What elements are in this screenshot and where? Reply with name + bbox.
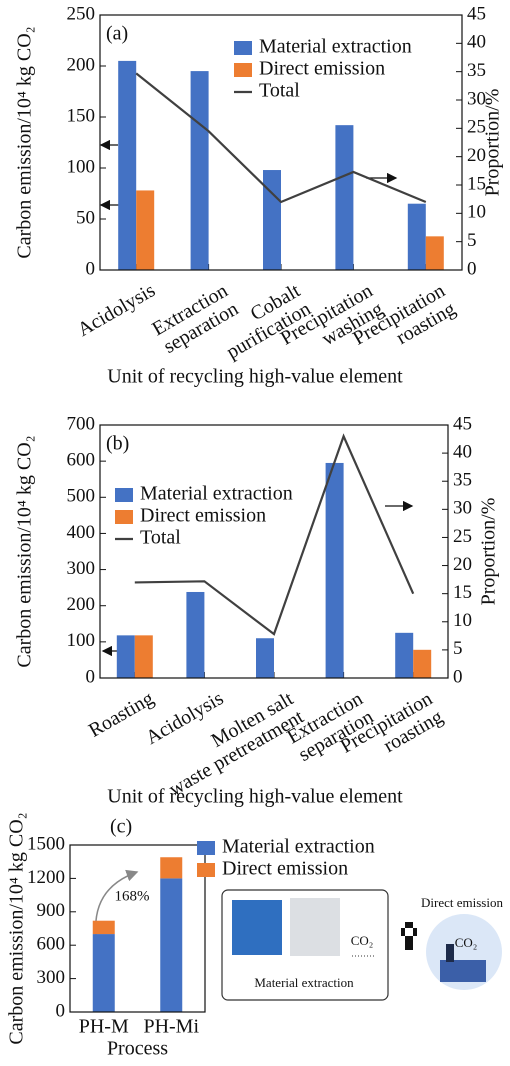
y2-tick-label: 35	[467, 60, 486, 81]
legend-swatch	[115, 510, 133, 524]
annotation: 168%	[115, 888, 150, 904]
legend-label: Total	[259, 80, 300, 102]
bar-segment	[160, 878, 182, 1012]
icon-co2-label: CO₂	[455, 935, 478, 950]
x-tick-label: PH-M	[79, 1016, 129, 1038]
y2-tick-label: 30	[453, 498, 472, 519]
bar	[117, 635, 135, 678]
bar	[256, 638, 274, 678]
page: {"chart_data": [ {"type": "bar", "title"…	[0, 0, 510, 1066]
bar-segment	[93, 934, 115, 1012]
bar-segment	[93, 921, 115, 934]
y2-tick-label: 10	[467, 202, 486, 223]
bar	[136, 190, 154, 270]
bar	[413, 650, 431, 678]
plot-frame	[70, 845, 205, 1012]
legend-label: Material extraction	[222, 836, 375, 858]
bar	[326, 463, 344, 678]
y-tick-label: 50	[76, 207, 95, 228]
x-axis-label: Unit of recycling high-value element	[107, 786, 403, 808]
direct-label: Direct emission	[421, 895, 503, 910]
y2-tick-label: 5	[467, 230, 477, 251]
bar	[186, 592, 204, 678]
y-tick-label: 1200	[27, 867, 65, 888]
y2-tick-label: 5	[453, 638, 463, 659]
y2-tick-label: 15	[453, 582, 472, 603]
bar	[426, 236, 444, 270]
y-tick-label: 500	[67, 486, 96, 507]
y-axis-label: Carbon emission/10⁴ kg CO₂	[14, 26, 36, 258]
material-label: Material extraction	[254, 975, 354, 990]
y2-tick-label: 0	[467, 258, 477, 279]
x-tick-label: PH-Mi	[143, 1016, 199, 1038]
crystals-image	[290, 898, 340, 956]
x-axis-label: Unit of recycling high-value element	[107, 366, 403, 388]
bar	[395, 633, 413, 678]
barrels-image	[232, 900, 282, 955]
legend-label: Direct emission	[222, 858, 348, 880]
bar	[335, 125, 353, 270]
factory-building	[440, 960, 486, 982]
bar-segment	[160, 857, 182, 878]
y2-tick-label: 40	[453, 441, 472, 462]
y2-tick-label: 0	[453, 666, 463, 687]
x-tick-label: Acidolysis	[74, 279, 159, 341]
y2-tick-label: 10	[453, 610, 472, 631]
x-axis-label: Process	[107, 1038, 168, 1060]
y-tick-label: 400	[67, 522, 96, 543]
y2-axis-label: Proportion/%	[478, 498, 500, 606]
y-axis-label: Carbon emission/10⁴ kg CO₂	[6, 812, 28, 1044]
y2-tick-label: 45	[467, 3, 486, 24]
y-tick-label: 600	[37, 934, 66, 955]
legend-swatch	[197, 841, 215, 855]
y-tick-label: 0	[56, 1000, 66, 1021]
legend-label: Total	[140, 527, 181, 549]
legend-swatch	[197, 863, 215, 877]
legend-label: Material extraction	[259, 36, 412, 58]
co2-label: CO₂	[351, 933, 374, 948]
y2-tick-label: 45	[453, 413, 472, 434]
y-tick-label: 1500	[27, 833, 65, 854]
figure: CO₂ Material extraction Direct emission …	[0, 0, 510, 1066]
bar	[408, 204, 426, 270]
y-tick-label: 100	[67, 630, 96, 651]
y-tick-label: 0	[86, 666, 96, 687]
y-tick-label: 250	[67, 3, 96, 24]
panel-label: (c)	[110, 816, 132, 838]
legend-swatch	[115, 488, 133, 502]
y-tick-label: 300	[37, 967, 66, 988]
legend-label: Direct emission	[140, 505, 266, 527]
y-tick-label: 300	[67, 558, 96, 579]
bar	[191, 71, 209, 270]
y2-tick-label: 25	[453, 526, 472, 547]
y2-tick-label: 20	[453, 554, 472, 575]
panel-label: (b)	[106, 433, 129, 455]
plus-sign	[401, 922, 417, 950]
panel-label: (a)	[106, 23, 128, 45]
y2-tick-label: 35	[453, 470, 472, 491]
legend-swatch	[234, 63, 252, 77]
y-tick-label: 200	[67, 594, 96, 615]
chimney	[446, 944, 454, 962]
y-tick-label: 150	[67, 105, 96, 126]
y-axis-label: Carbon emission/10⁴ kg CO₂	[14, 435, 36, 667]
y-tick-label: 700	[67, 413, 96, 434]
y-tick-label: 0	[86, 258, 96, 279]
y-tick-label: 200	[67, 54, 96, 75]
bar	[263, 170, 281, 270]
bar	[118, 61, 136, 270]
y2-tick-label: 40	[467, 32, 486, 53]
y-tick-label: 900	[37, 900, 66, 921]
legend-label: Material extraction	[140, 483, 293, 505]
y-tick-label: 600	[67, 450, 96, 471]
bar	[135, 635, 153, 678]
y2-axis-label: Proportion/%	[482, 89, 504, 197]
x-tick-label: Molten saltwaste pretreatment	[155, 687, 308, 800]
legend-swatch	[234, 41, 252, 55]
y-tick-label: 100	[67, 156, 96, 177]
legend-label: Direct emission	[259, 58, 385, 80]
